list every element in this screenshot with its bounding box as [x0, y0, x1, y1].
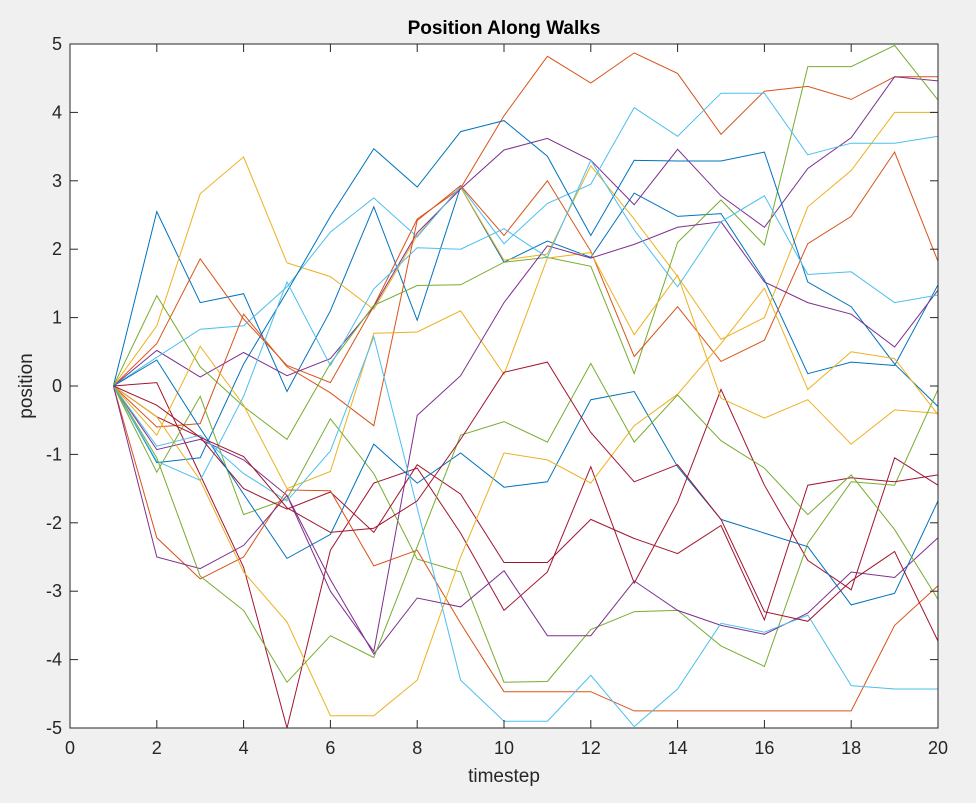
y-tick-label: 0	[52, 376, 62, 396]
x-tick-label: 2	[152, 738, 162, 758]
x-tick-label: 8	[412, 738, 422, 758]
chart-title: Position Along Walks	[408, 18, 601, 39]
x-tick-label: 6	[325, 738, 335, 758]
y-tick-label: 3	[52, 171, 62, 191]
series-line-18	[112, 385, 939, 655]
x-tick-label: 0	[65, 738, 75, 758]
x-tick-label: 10	[494, 738, 514, 758]
series-line-16	[112, 385, 939, 712]
series-line-20	[112, 335, 938, 728]
y-tick-label: -5	[46, 718, 62, 738]
series-line-17	[113, 287, 939, 717]
y-tick-label: 4	[52, 102, 62, 122]
series-line-1	[112, 185, 939, 393]
y-axis-label: position	[16, 353, 37, 419]
y-tick-label: -1	[46, 444, 62, 464]
x-tick-label: 4	[239, 738, 249, 758]
x-tick-label: 16	[754, 738, 774, 758]
y-tick-label: 2	[52, 239, 62, 259]
x-tick-label: 12	[581, 738, 601, 758]
y-tick-label: 5	[52, 34, 62, 54]
series-line-10	[113, 252, 939, 490]
y-tick-label: -4	[46, 650, 62, 670]
series-line-19	[112, 362, 939, 684]
series-line-21	[113, 361, 939, 642]
series-line-5	[112, 44, 939, 441]
y-tick-label: 1	[52, 308, 62, 328]
plot-area	[70, 44, 938, 728]
series-layer	[112, 44, 939, 729]
series-line-4	[113, 76, 939, 387]
x-axis-label: timestep	[468, 766, 540, 787]
series-line-14	[113, 385, 939, 622]
series-line-6	[113, 92, 939, 387]
y-tick-label: -3	[46, 581, 62, 601]
x-tick-label: 14	[668, 738, 688, 758]
x-tick-label: 18	[841, 738, 861, 758]
series-line-3	[112, 111, 938, 387]
x-tick-label: 20	[928, 738, 948, 758]
series-line-15	[113, 359, 939, 606]
y-tick-label: -2	[46, 513, 62, 533]
series-line-9	[113, 151, 939, 428]
series-line-12	[112, 385, 939, 683]
series-line-2	[113, 52, 938, 387]
series-line-7	[113, 382, 939, 729]
series-line-13	[112, 159, 939, 482]
